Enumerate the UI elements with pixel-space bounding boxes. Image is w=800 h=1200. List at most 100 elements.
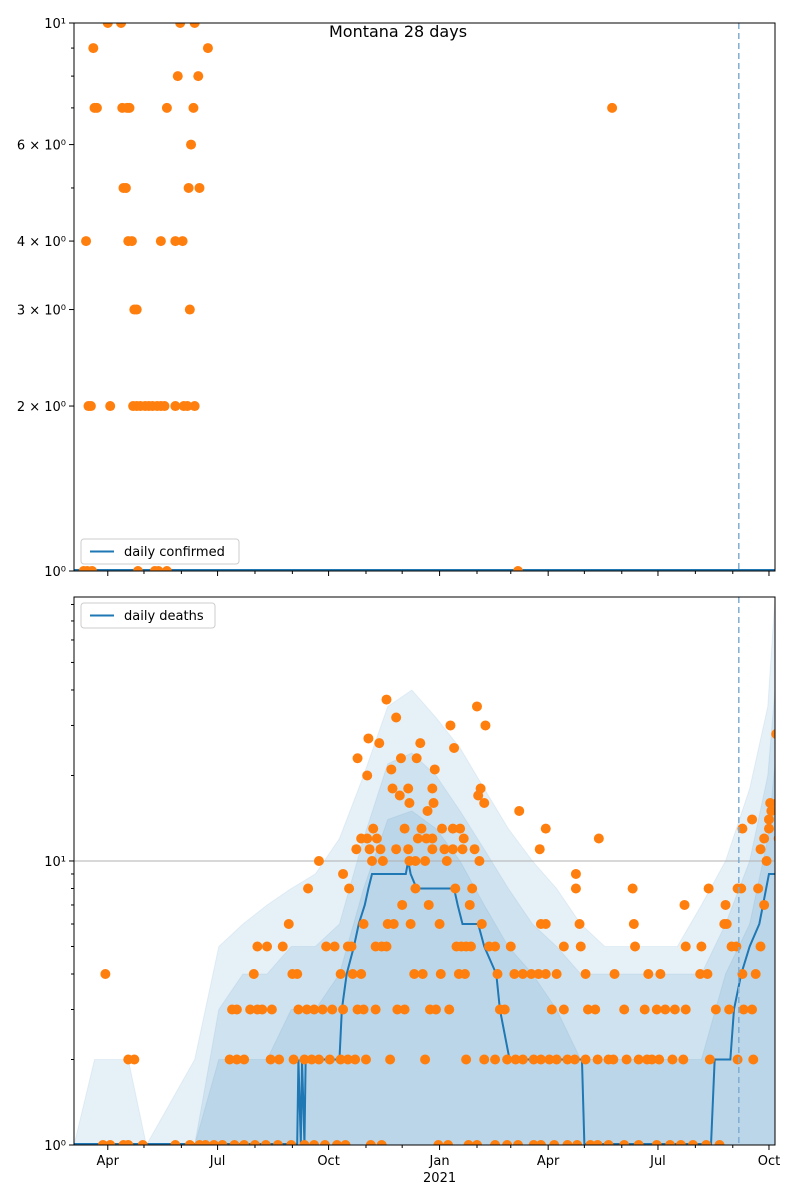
data-point (509, 969, 520, 980)
data-point (404, 798, 415, 809)
data-point (329, 941, 340, 952)
data-point (420, 1054, 431, 1065)
data-point (445, 720, 456, 731)
data-point (569, 1054, 580, 1065)
data-point (447, 844, 458, 855)
data-point (399, 1004, 410, 1015)
data-point (639, 1004, 650, 1015)
data-point (490, 941, 501, 952)
data-point (381, 694, 392, 705)
data-point (747, 1004, 758, 1015)
data-point (362, 770, 373, 781)
data-point (759, 899, 770, 910)
data-point (309, 1004, 320, 1015)
data-point (346, 941, 357, 952)
data-point (153, 566, 164, 571)
data-point (265, 1054, 276, 1065)
data-point (293, 1004, 304, 1015)
legend-label: daily deaths (124, 609, 204, 624)
data-point (386, 764, 397, 775)
data-point (262, 941, 273, 952)
x-tick-label: Oct (317, 1154, 339, 1169)
data-point (570, 883, 581, 894)
data-point (260, 1140, 271, 1145)
data-point (665, 1140, 676, 1145)
data-point (667, 1054, 678, 1065)
data-point (526, 969, 537, 980)
data-point (447, 823, 458, 834)
data-point (444, 1004, 455, 1015)
data-point (449, 742, 460, 753)
data-point (193, 71, 204, 82)
data-point (126, 236, 137, 247)
data-point (465, 941, 476, 952)
data-point (439, 844, 450, 855)
year-label: 2021 (423, 1171, 456, 1186)
data-point (132, 566, 143, 571)
axes-frame (73, 22, 776, 572)
data-point (229, 1140, 240, 1145)
data-point (370, 1004, 381, 1015)
y-tick-label: 10⁰ (44, 565, 66, 580)
data-point (170, 401, 181, 412)
data-point (105, 1140, 116, 1145)
data-point (175, 23, 186, 28)
data-point (317, 1004, 328, 1015)
data-point (492, 969, 503, 980)
data-point (696, 941, 707, 952)
data-point (738, 1004, 749, 1015)
data-point (87, 566, 98, 571)
data-point (558, 1004, 569, 1015)
data-point (763, 823, 774, 834)
data-point (321, 941, 332, 952)
legend: daily confirmed (80, 538, 240, 565)
x-tick-label: Jul (209, 1154, 226, 1169)
x-tick-label: Oct (758, 1154, 780, 1169)
data-point (272, 1140, 283, 1145)
plot-area (74, 23, 775, 571)
data-point (394, 790, 405, 801)
y-tick-label: 3 × 10⁰ (17, 304, 66, 319)
data-point (630, 941, 641, 952)
data-point (763, 814, 774, 825)
data-point (100, 969, 111, 980)
data-point (534, 844, 545, 855)
data-point (170, 236, 181, 247)
data-point (189, 23, 200, 28)
y-tick-label: 6 × 10⁰ (17, 139, 66, 154)
data-point (299, 1140, 310, 1145)
data-point (544, 1054, 555, 1065)
data-point (627, 883, 638, 894)
data-point (391, 844, 402, 855)
data-point (771, 729, 775, 739)
y-tick-label: 10¹ (44, 855, 66, 870)
data-point (427, 844, 438, 855)
data-point (580, 969, 591, 980)
data-point (502, 1140, 513, 1145)
data-point (342, 1054, 353, 1065)
legend-box (80, 602, 216, 629)
data-point (324, 1054, 335, 1065)
data-point (580, 1054, 591, 1065)
data-point (364, 844, 375, 855)
data-point (535, 1054, 546, 1065)
data-point (397, 899, 408, 910)
y-tick-label: 10⁰ (44, 1139, 66, 1154)
data-point (367, 855, 378, 866)
data-point (417, 969, 428, 980)
data-point (490, 1054, 501, 1065)
data-point (724, 1004, 735, 1015)
data-point (551, 969, 562, 980)
data-point (669, 1004, 680, 1015)
data-point (619, 1140, 630, 1145)
data-point (170, 1140, 181, 1145)
data-point (422, 805, 433, 816)
data-point (633, 1140, 644, 1145)
data-point (239, 1140, 250, 1145)
data-point (540, 969, 551, 980)
data-point (184, 1140, 195, 1145)
band-middle (74, 689, 775, 1145)
data-point (368, 823, 379, 834)
data-point (338, 1004, 349, 1015)
data-point (420, 855, 431, 866)
